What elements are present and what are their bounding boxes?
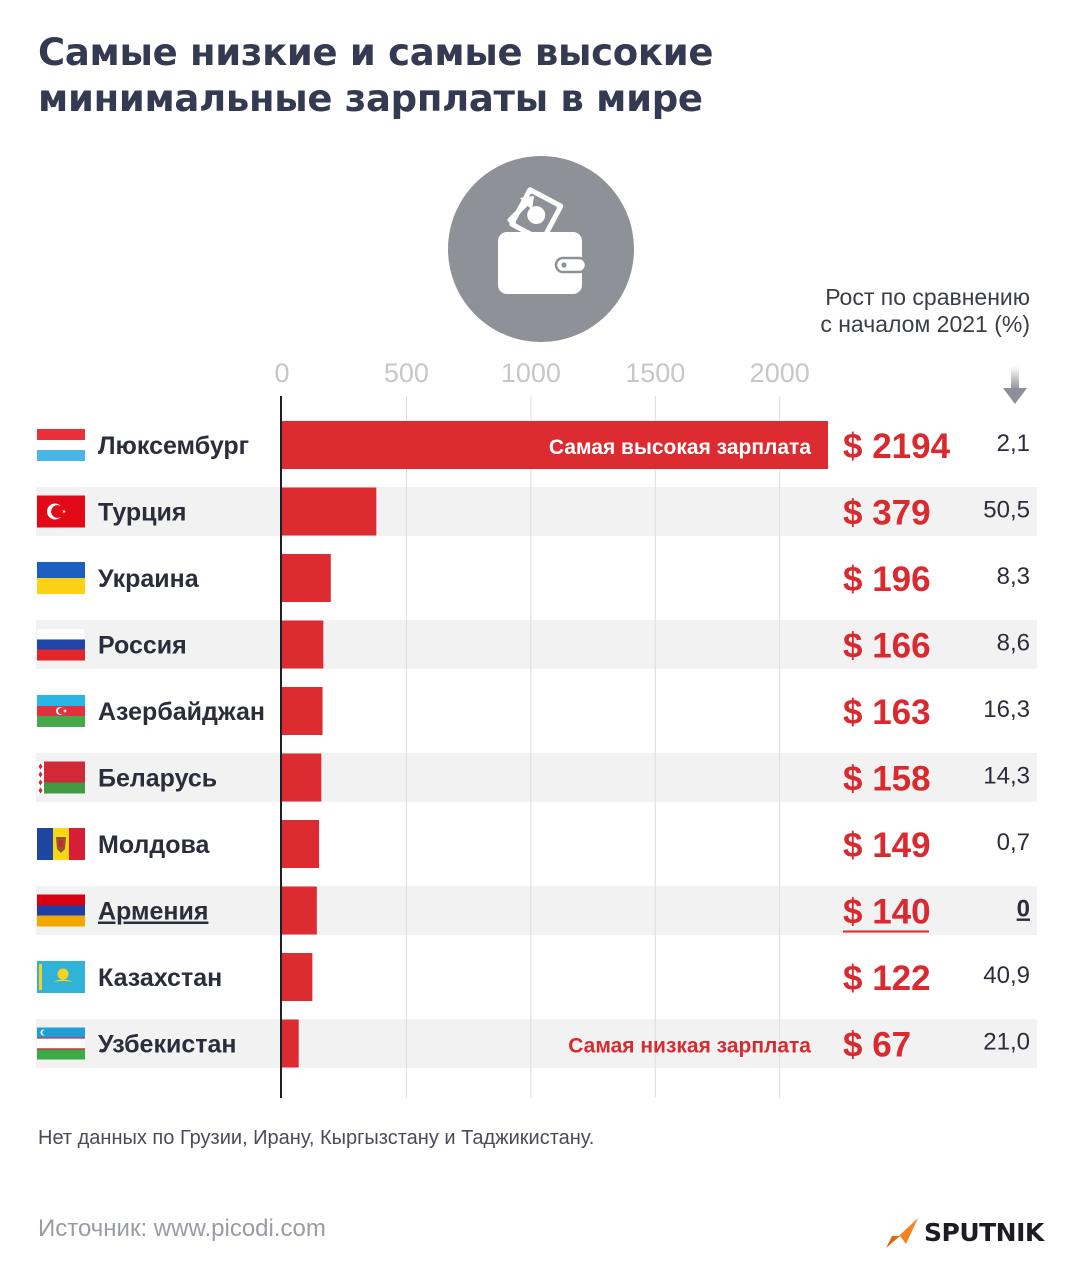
bar-row: Азербайджан $ 163 16,3 xyxy=(37,687,1030,735)
ukraine-flag-icon xyxy=(37,562,85,594)
bar xyxy=(282,421,828,469)
x-tick-label: 2000 xyxy=(750,358,810,388)
growth-header: Рост по сравнению с началом 2021 (%) xyxy=(820,284,1030,338)
value-label: $ 149 xyxy=(843,826,931,865)
country-label: Азербайджан xyxy=(98,698,265,726)
row-stripe xyxy=(36,1019,1037,1068)
country-label: Турция xyxy=(98,499,187,527)
bar xyxy=(282,953,313,1001)
sputnik-logo-text: SPUTNIK xyxy=(924,1217,1044,1247)
sputnik-logo-icon xyxy=(886,1218,918,1248)
luxembourg-flag-icon xyxy=(37,429,85,461)
moldova-flag-icon xyxy=(37,828,85,860)
bar-row: Казахстан $ 122 40,9 xyxy=(37,953,1030,1001)
row-stripe xyxy=(36,753,1037,802)
growth-value: 16,3 xyxy=(983,696,1030,723)
value-label: $ 166 xyxy=(843,627,931,666)
bar xyxy=(282,620,324,669)
growth-value: 2,1 xyxy=(997,430,1030,457)
bar xyxy=(282,820,320,868)
country-label: Люксембург xyxy=(98,432,249,460)
sputnik-logo: SPUTNIK xyxy=(884,1214,1044,1250)
bar xyxy=(282,487,377,536)
bar xyxy=(282,554,331,602)
value-label: $ 2194 xyxy=(843,427,951,466)
value-label: $ 67 xyxy=(843,1026,911,1065)
country-label: Украина xyxy=(98,565,200,593)
uzbekistan-flag-icon xyxy=(37,1027,85,1060)
value-label: $ 379 xyxy=(843,494,931,533)
row-stripe xyxy=(36,620,1037,669)
row-stripe xyxy=(36,886,1037,935)
growth-value: 50,5 xyxy=(983,497,1030,524)
row-stripe xyxy=(36,487,1037,536)
country-label: Узбекистан xyxy=(98,1031,237,1059)
growth-value: 8,6 xyxy=(997,630,1030,657)
country-label: Казахстан xyxy=(98,964,222,992)
growth-value: 40,9 xyxy=(983,962,1030,989)
bar-row: Армения $ 140 0 xyxy=(37,886,1030,935)
growth-value: 21,0 xyxy=(983,1029,1030,1056)
growth-header-line-2: с началом 2021 (%) xyxy=(820,311,1030,337)
bar xyxy=(282,886,317,935)
x-tick-label: 1000 xyxy=(501,358,561,388)
annotation-highest: Самая высокая зарплата xyxy=(549,436,811,459)
bar xyxy=(282,1019,299,1068)
wallet-money-icon xyxy=(448,156,634,342)
kazakhstan-flag-icon xyxy=(37,961,85,993)
country-label: Молдова xyxy=(98,831,211,859)
value-label: $ 122 xyxy=(843,959,931,998)
country-label: Россия xyxy=(98,632,187,660)
growth-value: 14,3 xyxy=(983,763,1030,790)
x-tick-label: 0 xyxy=(274,358,289,388)
source-text: Источник: www.picodi.com xyxy=(38,1215,326,1242)
growth-value: 0 xyxy=(1017,896,1030,923)
footnote: Нет данных по Грузии, Ирану, Кыргызстану… xyxy=(38,1127,595,1149)
value-label: $ 140 xyxy=(843,893,931,932)
azerbaijan-flag-icon xyxy=(37,695,85,727)
bar-row: Люксембург $ 2194 2,1 xyxy=(37,421,1030,469)
page-title: Самые низкие и самые высокие минимальные… xyxy=(38,31,714,120)
country-label: Армения xyxy=(98,898,208,926)
growth-value: 8,3 xyxy=(997,563,1030,590)
x-tick-label: 1500 xyxy=(625,358,685,388)
growth-header-line-1: Рост по сравнению xyxy=(825,284,1030,310)
bar-row: Украина $ 196 8,3 xyxy=(37,554,1030,602)
growth-value: 0,7 xyxy=(997,829,1030,856)
annotation-lowest: Самая низкая зарплата xyxy=(568,1035,811,1058)
bar xyxy=(282,687,323,735)
country-label: Беларусь xyxy=(98,765,217,793)
bar-row: Узбекистан $ 67 21,0 xyxy=(37,1019,1030,1068)
x-tick-label: 500 xyxy=(384,358,429,388)
arrow-down-icon xyxy=(1003,366,1027,411)
bar xyxy=(282,753,322,802)
bar-row: Россия $ 166 8,6 xyxy=(37,620,1030,669)
value-label: $ 196 xyxy=(843,560,931,599)
russia-flag-icon xyxy=(37,628,85,661)
armenia-flag-icon xyxy=(37,894,85,927)
value-label: $ 158 xyxy=(843,760,931,799)
bar-row: Молдова $ 149 0,7 xyxy=(37,820,1030,868)
salary-bar-chart: 0 500 1000 1500 2000 Люксембург $ 2194 2,1 Турц… xyxy=(36,358,1037,1098)
bar-row: Турция $ 379 50,5 xyxy=(37,487,1030,536)
belarus-flag-icon xyxy=(37,761,85,794)
bar-row: Беларусь $ 158 14,3 xyxy=(37,753,1030,802)
turkey-flag-icon xyxy=(37,495,85,528)
value-label: $ 163 xyxy=(843,693,931,732)
